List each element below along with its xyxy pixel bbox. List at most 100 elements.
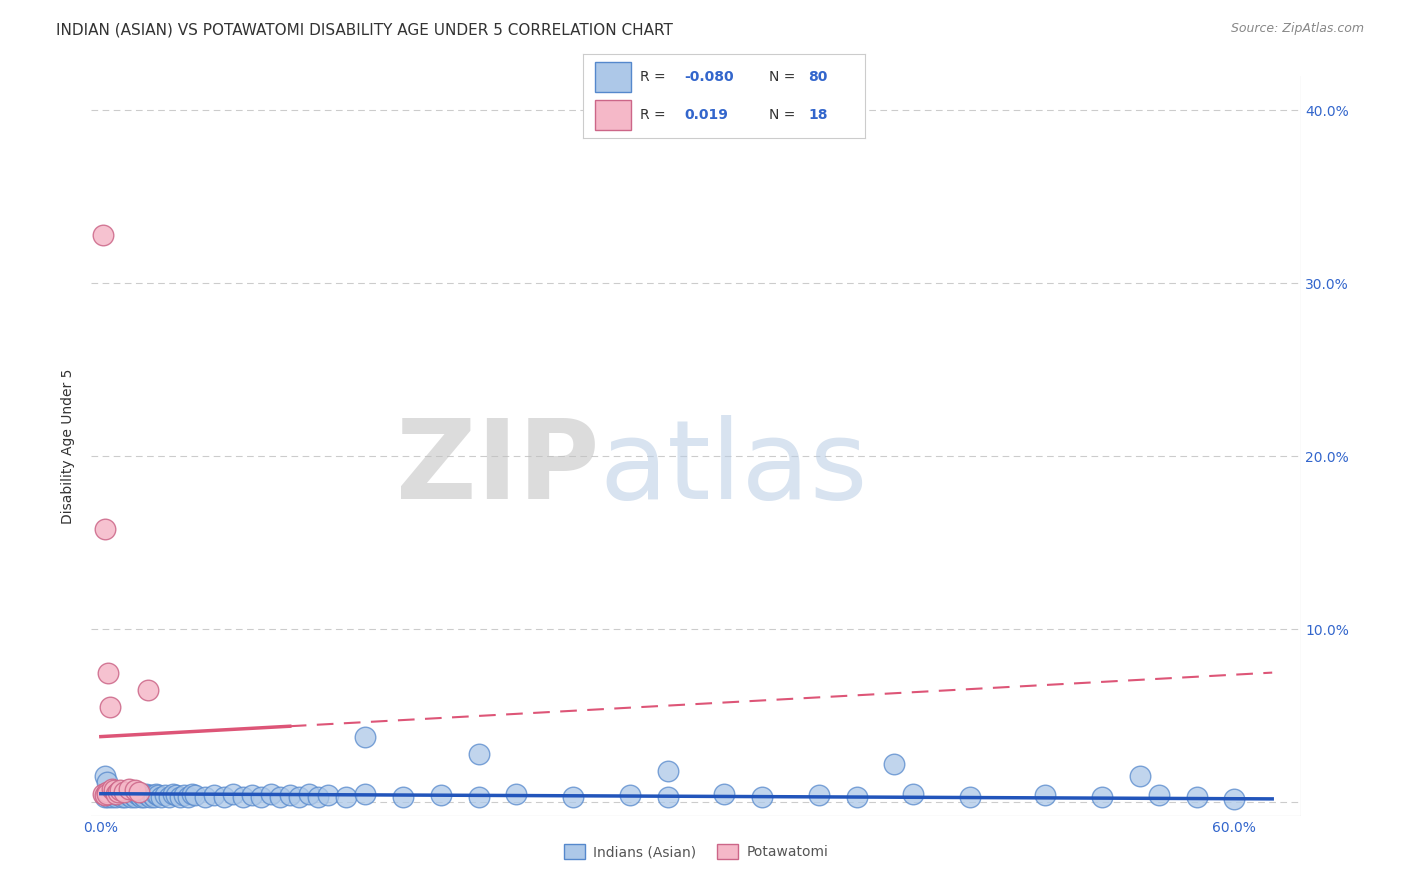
Text: 0.019: 0.019 xyxy=(685,109,728,122)
Point xyxy=(240,789,263,803)
Point xyxy=(93,769,115,783)
Point xyxy=(112,785,135,799)
Point xyxy=(98,700,121,714)
Point xyxy=(883,757,905,772)
Text: ZIP: ZIP xyxy=(396,415,599,522)
Point xyxy=(619,789,641,803)
Point xyxy=(96,774,118,789)
Point xyxy=(124,783,146,797)
Point xyxy=(202,789,225,803)
Point xyxy=(180,787,202,801)
Point xyxy=(97,790,120,805)
Point xyxy=(93,522,115,536)
Point xyxy=(316,789,339,803)
Point xyxy=(1035,789,1057,803)
Point xyxy=(124,790,146,805)
Bar xyxy=(595,100,631,130)
Point xyxy=(96,787,118,801)
Text: 80: 80 xyxy=(808,70,828,84)
Point xyxy=(101,781,124,796)
Point xyxy=(131,789,153,803)
Point xyxy=(177,790,200,805)
Point xyxy=(1147,789,1170,803)
Point xyxy=(141,789,163,803)
Point xyxy=(112,789,135,803)
Point xyxy=(98,787,121,801)
Point xyxy=(108,783,131,797)
Point xyxy=(108,787,131,801)
Point xyxy=(307,790,329,805)
Point xyxy=(118,781,141,796)
Point xyxy=(157,790,180,805)
Point xyxy=(96,785,118,799)
Point xyxy=(959,790,981,805)
Point xyxy=(101,790,124,805)
Point xyxy=(145,787,167,801)
Point xyxy=(173,789,195,803)
Point xyxy=(807,789,830,803)
Point xyxy=(278,789,301,803)
Point xyxy=(165,789,187,803)
Point xyxy=(103,783,125,797)
Point xyxy=(97,665,120,680)
Point xyxy=(260,787,283,801)
Point xyxy=(184,789,207,803)
Point xyxy=(903,787,925,801)
Point xyxy=(657,764,679,779)
Point xyxy=(288,790,311,805)
Point xyxy=(91,227,114,242)
Legend: Indians (Asian), Potawatomi: Indians (Asian), Potawatomi xyxy=(558,838,834,864)
Point xyxy=(212,790,235,805)
Point xyxy=(128,785,150,799)
Text: atlas: atlas xyxy=(599,415,868,522)
Point xyxy=(467,790,489,805)
Text: 18: 18 xyxy=(808,109,828,122)
Point xyxy=(136,682,159,697)
Point xyxy=(169,790,191,805)
Text: R =: R = xyxy=(640,70,669,84)
Point xyxy=(93,789,115,803)
Point xyxy=(562,790,585,805)
Text: Source: ZipAtlas.com: Source: ZipAtlas.com xyxy=(1230,22,1364,36)
Point xyxy=(430,789,453,803)
Point xyxy=(751,790,773,805)
Point xyxy=(129,790,152,805)
Point xyxy=(392,790,415,805)
Point xyxy=(467,747,489,761)
Point xyxy=(93,790,115,805)
Point xyxy=(335,790,357,805)
Point xyxy=(250,790,273,805)
Point xyxy=(135,787,157,801)
Text: N =: N = xyxy=(769,70,800,84)
Point xyxy=(354,787,377,801)
Point xyxy=(120,790,142,805)
Text: N =: N = xyxy=(769,109,800,122)
Point xyxy=(146,789,169,803)
Point xyxy=(125,787,148,801)
Point xyxy=(845,790,868,805)
Point xyxy=(136,789,159,803)
Bar xyxy=(595,62,631,92)
Point xyxy=(107,785,129,799)
Point xyxy=(104,790,127,805)
Point xyxy=(139,790,162,805)
Point xyxy=(118,789,141,803)
Point xyxy=(657,790,679,805)
Point xyxy=(134,790,156,805)
Point xyxy=(162,787,184,801)
Point xyxy=(298,787,321,801)
Point xyxy=(1185,790,1208,805)
Point xyxy=(713,787,735,801)
Point xyxy=(142,790,165,805)
Text: -0.080: -0.080 xyxy=(685,70,734,84)
Point xyxy=(231,790,253,805)
Point xyxy=(354,730,377,744)
Point xyxy=(150,790,173,805)
Point xyxy=(269,790,291,805)
Point xyxy=(222,787,245,801)
Text: R =: R = xyxy=(640,109,669,122)
Point xyxy=(103,789,125,803)
Point xyxy=(505,787,527,801)
Point xyxy=(128,789,150,803)
Point xyxy=(111,790,132,805)
